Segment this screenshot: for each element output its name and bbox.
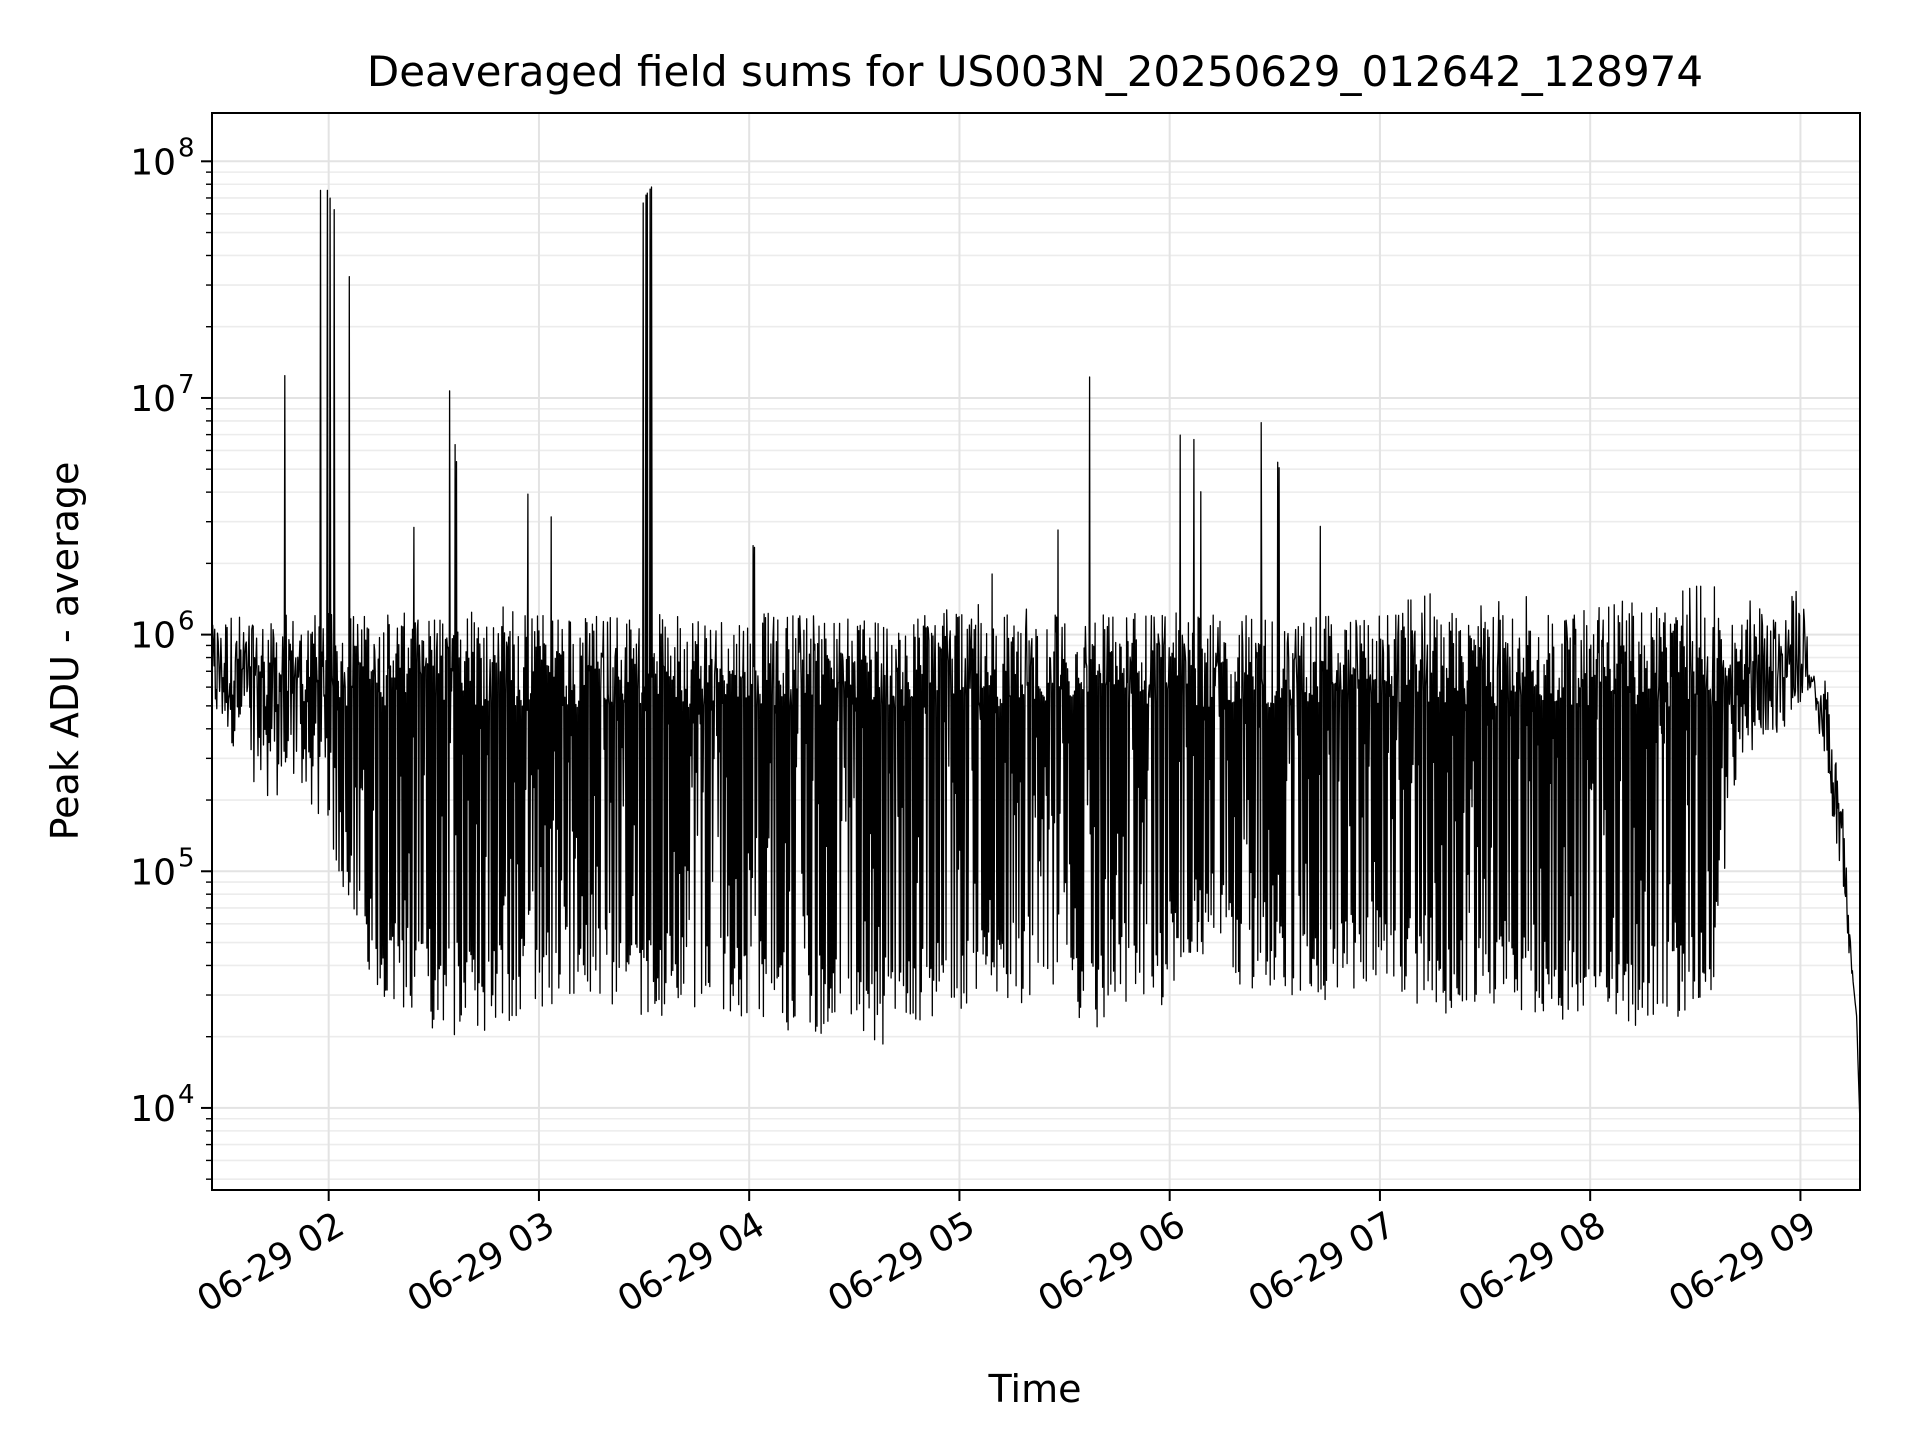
plot-frame (211, 112, 1861, 1191)
y-tick-exponent: 5 (178, 843, 195, 873)
x-axis-label: Time (988, 1367, 1082, 1411)
y-axis-label: Peak ADU - average (43, 462, 87, 841)
y-tick-exponent: 7 (178, 370, 195, 400)
y-tick-label: 10 (130, 1089, 176, 1130)
y-tick-exponent: 8 (178, 133, 195, 163)
y-tick-exponent: 6 (178, 607, 195, 637)
series-line-0 (211, 186, 1861, 1125)
series-layer (211, 186, 1861, 1125)
y-tick-label: 10 (130, 379, 176, 420)
y-tick-label: 10 (130, 852, 176, 893)
y-tick-exponent: 4 (178, 1080, 195, 1110)
chart-title: Deaveraged field sums for US003N_2025062… (367, 47, 1703, 96)
y-tick-label: 10 (130, 142, 176, 183)
y-tick-label: 10 (130, 616, 176, 657)
